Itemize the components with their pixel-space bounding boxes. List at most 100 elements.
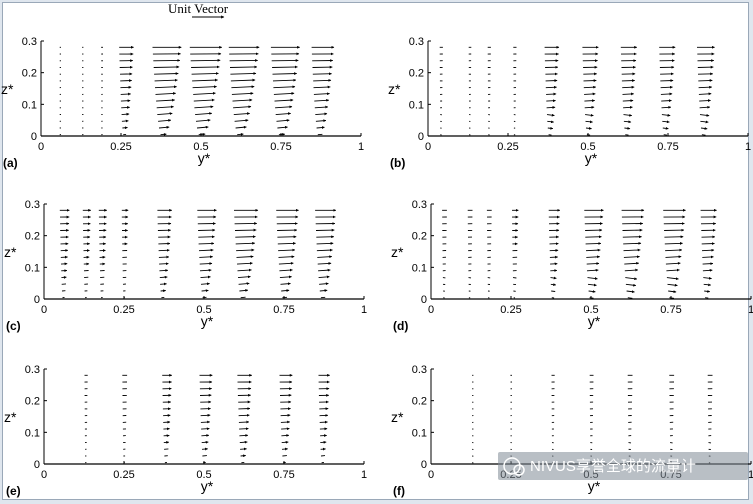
vector-profile xyxy=(162,373,173,464)
velocity-vector xyxy=(201,434,210,437)
velocity-vector xyxy=(313,92,330,96)
x-tick-label: 0.5 xyxy=(193,141,208,153)
chat-icon-small xyxy=(513,464,525,476)
velocity-vector xyxy=(158,248,170,252)
vector-profile xyxy=(551,374,555,464)
velocity-vector xyxy=(240,296,246,299)
velocity-vector xyxy=(546,106,556,109)
velocity-vector xyxy=(626,290,635,294)
y-tick-label: 0.1 xyxy=(25,262,40,274)
x-tick-label: 0.75 xyxy=(270,141,291,153)
velocity-vector xyxy=(238,413,250,417)
x-tick-label: 0.75 xyxy=(273,304,294,316)
x-tick-label: 0.5 xyxy=(196,469,211,481)
vector-profile xyxy=(486,209,492,299)
x-tick-label: 1 xyxy=(358,141,364,153)
velocity-vector xyxy=(585,120,593,124)
velocity-vector xyxy=(313,78,332,82)
velocity-vector xyxy=(240,447,247,451)
vector-profile xyxy=(487,46,491,136)
velocity-vector xyxy=(200,275,211,279)
vector-profile xyxy=(510,374,513,464)
panel-label: (a) xyxy=(3,156,18,170)
velocity-vector xyxy=(240,454,246,458)
watermark-text: NIVUS享誉全球的流量计 xyxy=(530,457,696,475)
velocity-vector xyxy=(277,241,296,245)
velocity-vector xyxy=(192,78,218,82)
vector-profile xyxy=(439,46,443,136)
velocity-vector xyxy=(279,268,293,272)
velocity-vector xyxy=(585,248,601,252)
velocity-vector xyxy=(622,99,634,103)
velocity-vector xyxy=(666,277,679,281)
velocity-vector xyxy=(233,112,250,116)
watermark: NIVUS享誉全球的流量计 xyxy=(498,452,748,480)
velocity-vector xyxy=(625,283,637,287)
vector-profile xyxy=(669,374,675,464)
x-axis-label: y* xyxy=(585,150,598,166)
x-tick-label: 0.25 xyxy=(113,469,134,481)
velocity-vector xyxy=(625,277,638,281)
velocity-vector xyxy=(237,275,251,279)
velocity-vector xyxy=(239,440,248,444)
velocity-vector xyxy=(159,275,168,279)
vector-profile xyxy=(589,374,594,464)
vector-profile xyxy=(237,373,253,464)
vector-profile xyxy=(318,373,330,464)
velocity-vector xyxy=(193,91,216,95)
velocity-vector xyxy=(623,113,633,117)
x-axis-label: y* xyxy=(588,313,601,329)
x-tick-label: 0.5 xyxy=(583,304,598,316)
velocity-vector xyxy=(660,85,673,89)
unit-vector-key: Unit Vector xyxy=(168,1,229,19)
velocity-vector xyxy=(236,255,254,259)
velocity-vector xyxy=(160,282,167,286)
unit-vector-label: Unit Vector xyxy=(168,1,229,16)
vector-profile xyxy=(621,208,645,299)
velocity-vector xyxy=(702,262,714,266)
velocity-vector xyxy=(664,241,683,245)
velocity-vector xyxy=(201,447,208,451)
vector-profile xyxy=(82,208,92,299)
velocity-vector xyxy=(196,125,209,129)
velocity-vector xyxy=(192,85,217,89)
velocity-vector xyxy=(701,134,706,136)
velocity-vector xyxy=(280,420,291,424)
velocity-vector xyxy=(623,105,633,109)
velocity-vector xyxy=(231,85,255,89)
x-tick-label: 0.75 xyxy=(660,304,681,316)
velocity-vector xyxy=(315,119,327,123)
x-tick-label: 1 xyxy=(748,469,753,481)
velocity-vector xyxy=(704,289,711,293)
velocity-vector xyxy=(319,282,329,286)
y-axis-label: z* xyxy=(1,81,14,97)
velocity-vector xyxy=(546,99,556,103)
velocity-vector xyxy=(235,125,247,129)
x-tick-label: 0.25 xyxy=(497,141,518,153)
velocity-vector xyxy=(158,118,172,122)
velocity-vector xyxy=(201,427,210,431)
velocity-vector xyxy=(122,126,128,130)
velocity-vector xyxy=(235,235,256,239)
panel-4: 0 0.25 0.5 0.75 1 0 0.1 0.2 0.3 y* z* (d) xyxy=(391,199,753,333)
velocity-vector xyxy=(236,248,255,252)
velocity-vector xyxy=(661,99,672,103)
x-tick-label: 1 xyxy=(361,469,367,481)
velocity-vector xyxy=(120,92,131,96)
velocity-vector xyxy=(699,99,711,102)
vector-profile xyxy=(663,208,686,299)
velocity-vector xyxy=(159,269,169,272)
velocity-vector xyxy=(316,248,333,252)
velocity-vector xyxy=(238,282,250,286)
velocity-vector xyxy=(586,255,600,259)
velocity-vector xyxy=(624,126,631,130)
velocity-vector xyxy=(191,65,220,69)
velocity-vector xyxy=(315,112,328,116)
velocity-vector xyxy=(318,268,331,272)
velocity-vector xyxy=(200,282,210,286)
vector-profile xyxy=(152,45,182,136)
y-tick-label: 0.2 xyxy=(25,231,40,243)
vector-profile xyxy=(197,208,217,299)
velocity-vector xyxy=(666,268,680,272)
